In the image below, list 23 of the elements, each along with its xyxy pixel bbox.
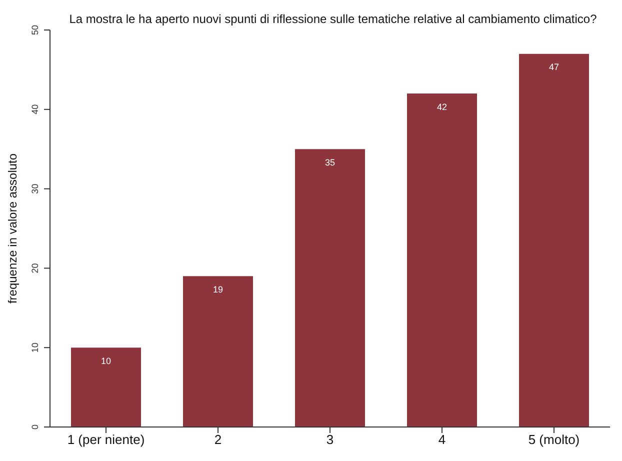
data-label: 10 xyxy=(100,356,112,366)
bar xyxy=(183,276,253,427)
y-tick-label: 10 xyxy=(30,342,40,353)
y-tick-label: 40 xyxy=(30,104,40,114)
y-axis-title: frequenze in valore assoluto xyxy=(5,153,20,304)
bar xyxy=(407,94,477,427)
x-tick-label: 4 xyxy=(438,432,446,448)
y-tick-label: 0 xyxy=(30,424,40,430)
x-tick-label: 2 xyxy=(214,432,222,448)
y-tick-label: 20 xyxy=(30,263,40,274)
data-label: 42 xyxy=(436,102,448,112)
chart-title: La mostra le ha aperto nuovi spunti di riflessione sulle tematiche relative al cambiamento climatico? xyxy=(68,12,598,26)
y-tick-label: 30 xyxy=(30,184,40,194)
x-tick-label: 5 (molto) xyxy=(528,432,580,448)
data-label: 19 xyxy=(212,284,224,295)
bar xyxy=(295,149,365,427)
y-tick-label: 50 xyxy=(30,24,40,36)
x-tick-label: 1 (per niente) xyxy=(67,432,145,448)
data-label: 35 xyxy=(324,157,336,168)
bar xyxy=(71,348,141,427)
data-label: 47 xyxy=(548,62,560,72)
x-tick-label: 3 xyxy=(326,432,334,448)
bar xyxy=(519,54,589,427)
